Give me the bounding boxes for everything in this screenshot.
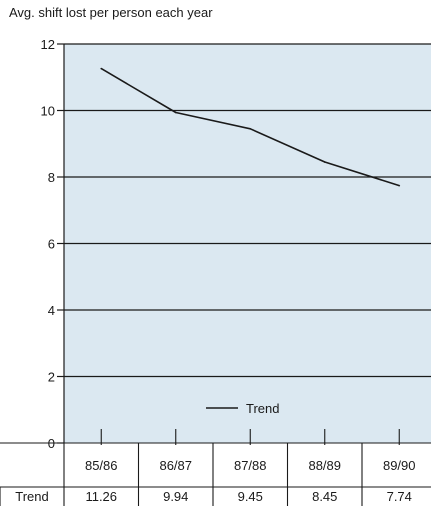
y-tick-label: 4 [48, 303, 55, 318]
series-layer [100, 67, 401, 187]
category-label: 87/88 [234, 458, 267, 473]
category-label: 86/87 [159, 458, 192, 473]
y-tick-label: 2 [48, 370, 55, 385]
table-value: 7.74 [387, 489, 412, 504]
data-table: 85/86 86/87 87/88 88/89 89/90 Trend 11.26 9.94 9… [0, 429, 431, 506]
data-point [174, 111, 177, 114]
category-label: 89/90 [383, 458, 416, 473]
y-tick-label: 6 [48, 237, 55, 252]
data-point [323, 161, 326, 163]
chart-title: Avg. shift lost per person each year [9, 5, 213, 20]
table-value: 8.45 [312, 489, 337, 504]
y-tick-label: 10 [41, 104, 55, 119]
data-point [100, 67, 103, 70]
category-label: 88/89 [308, 458, 341, 473]
y-tick-label: 12 [41, 37, 55, 52]
y-axis: 024681012 [41, 37, 65, 451]
table-row-label: Trend [15, 489, 48, 504]
table-value: 9.45 [238, 489, 263, 504]
table-value: 11.26 [85, 489, 117, 504]
data-point [398, 184, 401, 187]
data-point [249, 127, 252, 130]
y-tick-label: 8 [48, 170, 55, 185]
table-value: 9.94 [163, 489, 188, 504]
category-label: 85/86 [85, 458, 118, 473]
legend: Trend [206, 401, 279, 416]
legend-label: Trend [246, 401, 279, 416]
